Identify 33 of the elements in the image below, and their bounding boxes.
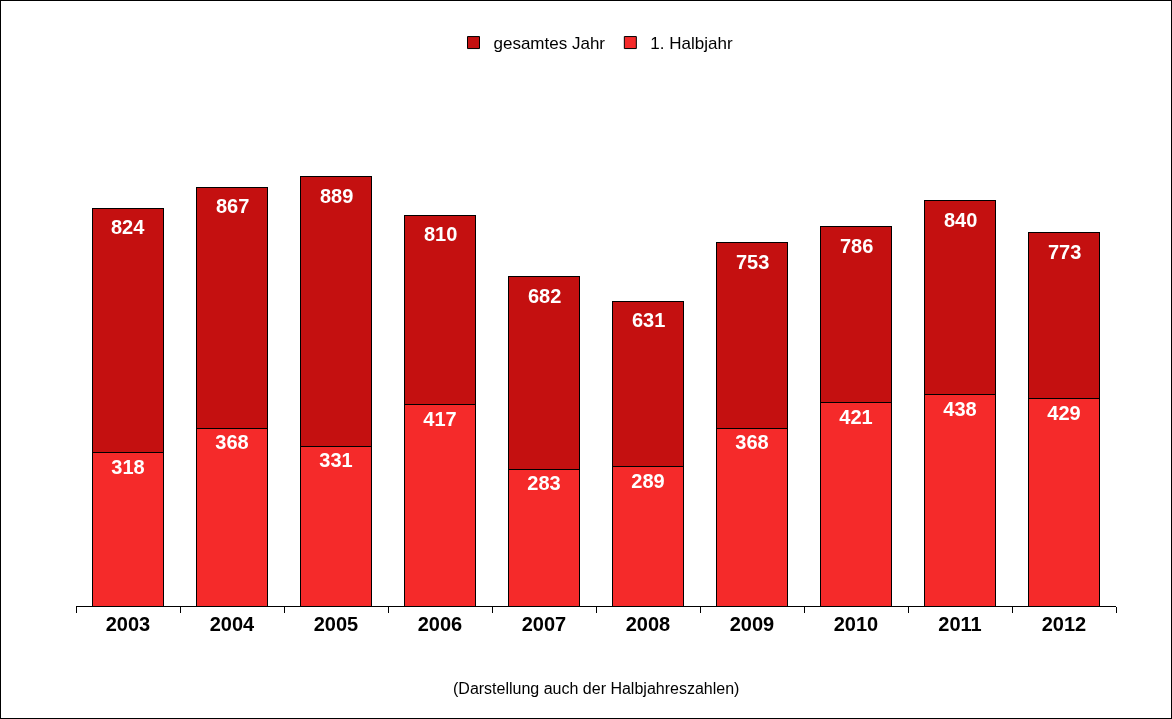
total-label: 889 bbox=[320, 185, 354, 207]
x-tick-label: 2008 bbox=[625, 613, 671, 635]
legend-label: gesamtes Jahr bbox=[493, 34, 606, 54]
total-label: 840 bbox=[944, 209, 978, 231]
total-label: 753 bbox=[736, 251, 770, 273]
total-label: 682 bbox=[528, 285, 562, 307]
x-tick-label: 2009 bbox=[729, 613, 775, 635]
x-tick-label: 2003 bbox=[105, 613, 151, 635]
total-label: 867 bbox=[216, 195, 250, 217]
data-label: 429 bbox=[1047, 401, 1081, 424]
data-label: 368 bbox=[215, 431, 249, 454]
data-label: 421 bbox=[839, 405, 873, 428]
x-tick-label: 2004 bbox=[209, 613, 256, 635]
text: (Darstellung auch der Halbjahreszahlen) bbox=[453, 680, 740, 697]
x-tick-label: 2012 bbox=[1041, 613, 1087, 635]
data-label: 283 bbox=[527, 472, 561, 495]
data-label: 417 bbox=[423, 407, 457, 430]
x-tick-label: 2007 bbox=[521, 613, 567, 635]
total-label: 786 bbox=[840, 235, 874, 257]
legend-label: 1. Halbjahr bbox=[650, 34, 733, 54]
x-tick-label: 2010 bbox=[833, 613, 879, 635]
x-tick-label: 2005 bbox=[313, 613, 359, 635]
total-label: 773 bbox=[1048, 241, 1082, 263]
data-label: 318 bbox=[111, 455, 145, 478]
data-label: 438 bbox=[943, 397, 977, 420]
data-label: 368 bbox=[735, 431, 769, 454]
data-label: 289 bbox=[631, 469, 665, 492]
total-label: 631 bbox=[632, 309, 666, 331]
total-label: 824 bbox=[111, 216, 146, 238]
total-label: 810 bbox=[424, 223, 458, 245]
data-label: 331 bbox=[319, 449, 353, 472]
x-tick-label: 2006 bbox=[417, 613, 463, 635]
x-tick-label: 2011 bbox=[938, 613, 982, 635]
